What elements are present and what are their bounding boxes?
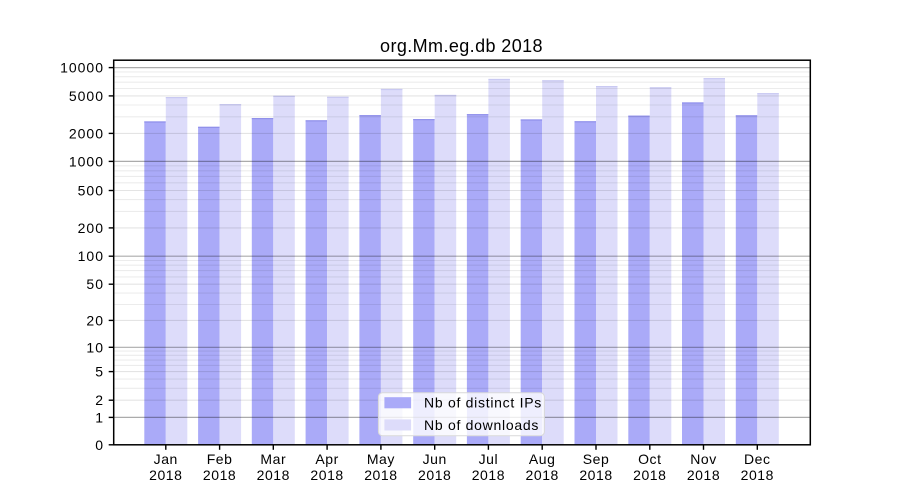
svg-text:Mar: Mar [260, 451, 286, 467]
svg-text:5000: 5000 [69, 88, 104, 104]
svg-text:5: 5 [95, 364, 104, 380]
svg-text:10000: 10000 [60, 60, 104, 76]
svg-text:2018: 2018 [418, 467, 451, 483]
svg-text:2018: 2018 [633, 467, 666, 483]
svg-text:2018: 2018 [257, 467, 290, 483]
svg-text:2018: 2018 [741, 467, 774, 483]
svg-text:Feb: Feb [207, 451, 233, 467]
svg-text:2018: 2018 [526, 467, 559, 483]
svg-text:Nb of distinct IPs: Nb of distinct IPs [424, 395, 542, 411]
svg-text:May: May [367, 451, 395, 467]
svg-text:2: 2 [95, 392, 104, 408]
svg-text:2018: 2018 [472, 467, 505, 483]
svg-text:1: 1 [95, 409, 104, 425]
svg-text:org.Mm.eg.db 2018: org.Mm.eg.db 2018 [380, 36, 543, 56]
svg-text:Sep: Sep [583, 451, 610, 467]
svg-text:0: 0 [95, 437, 104, 453]
svg-text:50: 50 [86, 276, 104, 292]
svg-text:100: 100 [78, 248, 104, 264]
svg-text:Jun: Jun [423, 451, 447, 467]
svg-text:Oct: Oct [638, 451, 661, 467]
svg-text:Aug: Aug [529, 451, 556, 467]
svg-text:2018: 2018 [364, 467, 397, 483]
svg-text:200: 200 [78, 220, 104, 236]
svg-text:10: 10 [86, 339, 104, 355]
svg-text:20: 20 [86, 312, 104, 328]
svg-text:500: 500 [78, 183, 104, 199]
svg-text:2000: 2000 [69, 125, 104, 141]
svg-text:Dec: Dec [744, 451, 771, 467]
svg-text:Nb of downloads: Nb of downloads [424, 417, 539, 433]
svg-text:2018: 2018 [310, 467, 343, 483]
svg-text:Apr: Apr [315, 451, 338, 467]
svg-text:2018: 2018 [203, 467, 236, 483]
svg-text:Jan: Jan [154, 451, 178, 467]
svg-text:Nov: Nov [690, 451, 717, 467]
svg-text:1000: 1000 [69, 153, 104, 169]
svg-text:Jul: Jul [479, 451, 499, 467]
svg-text:2018: 2018 [149, 467, 182, 483]
svg-text:2018: 2018 [579, 467, 612, 483]
svg-text:2018: 2018 [687, 467, 720, 483]
